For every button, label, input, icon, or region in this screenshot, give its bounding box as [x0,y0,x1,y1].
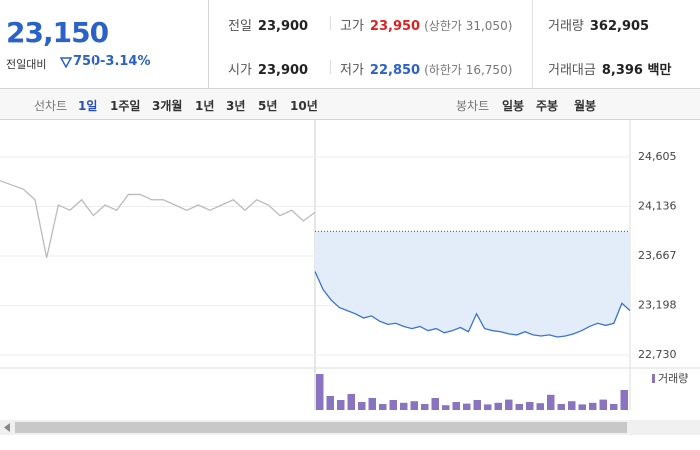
volume-bar [610,404,618,410]
tab[interactable]: 3년 [226,99,246,113]
note: (하한가 16,750) [424,63,513,77]
volume-bar [536,403,544,410]
y-tick-label: 22,730 [638,348,677,361]
separator [330,60,331,74]
tab[interactable]: 1년 [195,99,215,113]
tab[interactable]: 10년 [290,99,318,113]
volume-bar [326,396,334,410]
volume-bar [442,405,450,410]
volume-bar [473,400,481,410]
value: 22,850 [369,63,421,78]
volume-bar [515,404,523,410]
tab: 선차트 [34,99,68,113]
summary-item: 전일 23,900 [228,15,308,34]
summary-item: 시가 23,900 [228,59,308,78]
tab[interactable]: 주봉 [536,99,559,113]
volume-bar [494,402,502,410]
label: 저가 [340,63,364,78]
change-pct: -3.14% [100,54,151,69]
change-label: 전일대비 [6,58,47,71]
legend-swatch [652,374,655,383]
volume-bar [389,400,397,410]
volume-bar [568,401,576,410]
volume-bar [484,404,492,410]
volume-bar [421,404,429,410]
tab[interactable]: 3개월 [152,99,183,113]
label: 전일 [228,19,252,34]
down-icon [60,57,72,68]
tab[interactable]: 1주일 [110,99,141,113]
price-line [0,180,316,258]
summary-item: 거래량 362,905 [548,15,649,34]
area [315,231,630,338]
tab[interactable]: 1일 [78,99,98,113]
tab[interactable]: 일봉 [502,99,525,113]
volume-bar [505,399,513,410]
change: 750 [73,54,101,69]
summary-item: 고가 23,950 (상한가 31,050) [340,15,512,34]
tab[interactable]: 월봉 [574,99,597,113]
volume-bar [547,394,555,410]
chart: 24,605 24,136 23,667 23,198 22,730 거래량 [0,120,700,410]
scroll-thumb[interactable] [15,422,627,433]
separator [330,16,331,30]
summary-panel: 23,150 전일대비 750 -3.14% 전일 23,900 고가 23,950… [0,0,700,89]
value: 23,900 [257,63,309,78]
y-tick-label: 24,136 [638,199,677,212]
label: 고가 [340,19,364,34]
y-tick-label: 24,605 [638,150,677,163]
note: (상한가 31,050) [424,19,513,33]
volume-bar [431,398,439,410]
volume-label: 거래량 [658,372,688,385]
volume-bar [463,403,471,410]
volume-bar [620,390,628,410]
volume-bar [337,400,345,410]
label: 시가 [228,63,252,78]
divider [532,0,533,88]
volume-bar [526,402,534,410]
volume-bar [316,374,324,410]
value: 23,900 [257,19,309,34]
separator [94,56,95,70]
summary-item: 거래대금 8,396 백만 [548,59,671,78]
value: 362,905 [589,19,650,34]
tab: 봉차트 [456,99,490,113]
value: 8,396 백만 [601,63,672,78]
y-tick-label: 23,198 [638,299,677,312]
volume-bar [599,399,607,410]
volume-bar [400,402,408,410]
volume-bar [379,404,387,410]
y-tick-label: 23,667 [638,249,677,262]
tab[interactable]: 5년 [258,99,278,113]
volume-bar [452,402,460,410]
price-line [314,271,631,338]
volume-bar [578,404,586,410]
scrollbar[interactable] [0,420,700,435]
value: 23,950 [369,19,421,34]
summary-item: 저가 22,850 (하한가 16,750) [340,59,512,78]
volume-bar [358,402,366,410]
volume-bar [557,404,565,410]
volume-bar [347,394,355,410]
tab-bar: 선차트 1일 1주일 3개월 1년 3년 5년 10년 봉차트 일봉 주봉 월봉 [0,89,700,120]
volume-bar [410,401,418,410]
price: 23,150 [6,16,109,49]
label: 거래량 [548,19,584,34]
volume-bar [589,402,597,410]
scroll-left[interactable] [3,423,11,432]
quote-box: 23,150 전일대비 750 -3.14% [0,0,209,88]
volume-bar [368,398,376,410]
label: 거래대금 [548,63,596,78]
